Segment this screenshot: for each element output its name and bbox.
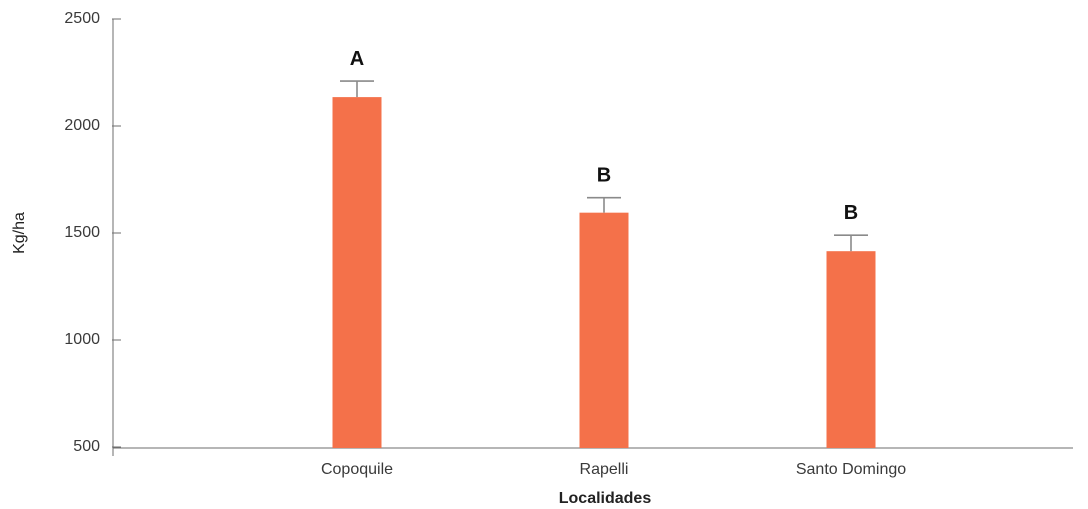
x-tick-label: Santo Domingo xyxy=(796,461,906,478)
y-axis-title: Kg/ha xyxy=(11,212,28,254)
significance-label: A xyxy=(350,48,364,70)
x-axis: Copoquile Rapelli Santo Domingo xyxy=(113,447,1073,478)
error-bars-group xyxy=(340,80,868,252)
y-axis: 500 1000 1500 2000 2500 xyxy=(64,10,121,456)
y-tick-label: 1500 xyxy=(64,224,100,241)
y-tick-label: 2000 xyxy=(64,117,100,134)
significance-label: B xyxy=(844,202,858,224)
error-bar xyxy=(587,196,621,213)
x-tick-label: Rapelli xyxy=(580,461,629,478)
y-tick-label: 1000 xyxy=(64,331,100,348)
y-tick-label: 2500 xyxy=(64,10,100,27)
x-axis-title: Localidades xyxy=(559,490,652,507)
significance-label: B xyxy=(597,165,611,187)
bar xyxy=(332,97,382,449)
y-tick-label: 500 xyxy=(73,438,100,455)
significance-labels-group: A B B xyxy=(350,48,858,224)
bars-group xyxy=(332,97,876,449)
bar xyxy=(826,251,876,448)
error-bar xyxy=(340,80,374,98)
x-tick-label: Copoquile xyxy=(321,461,393,478)
error-bar xyxy=(834,234,868,252)
bar xyxy=(579,212,629,448)
